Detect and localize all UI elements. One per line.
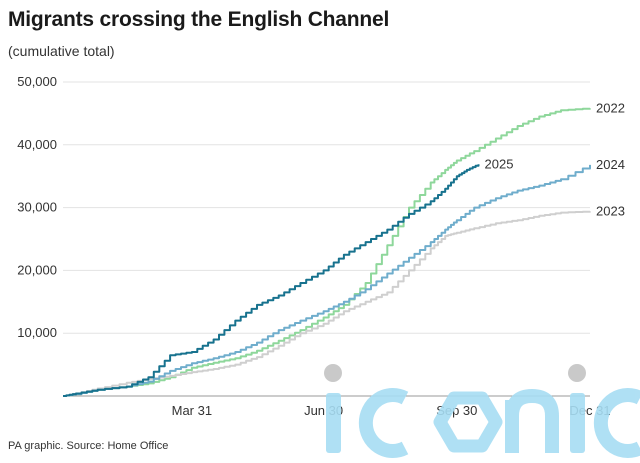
series-line-2022 bbox=[63, 107, 591, 397]
watermark-letter bbox=[433, 391, 503, 453]
series-labels: 2022 2023 2024 2025 bbox=[485, 100, 625, 218]
x-tick-label: Mar 31 bbox=[172, 403, 212, 418]
series-label-2024: 2024 bbox=[596, 157, 625, 172]
watermark-letter bbox=[593, 388, 640, 458]
watermark-dot bbox=[324, 364, 342, 382]
source-footer: PA graphic. Source: Home Office bbox=[8, 440, 169, 452]
y-tick-label: 50,000 bbox=[17, 74, 57, 89]
watermark-letter bbox=[358, 388, 409, 458]
gridlines bbox=[63, 81, 590, 397]
y-tick-label: 30,000 bbox=[17, 200, 57, 215]
watermark-letter bbox=[570, 393, 585, 453]
y-tick-label: 10,000 bbox=[17, 325, 57, 340]
y-tick-label: 20,000 bbox=[17, 262, 57, 277]
series-label-2025: 2025 bbox=[485, 156, 514, 171]
series-lines bbox=[63, 107, 591, 397]
chart-subtitle: (cumulative total) bbox=[8, 43, 115, 59]
watermark-dot bbox=[568, 364, 586, 382]
series-line-2025 bbox=[63, 164, 480, 397]
chart-title: Migrants crossing the English Channel bbox=[8, 8, 390, 31]
y-axis-tick-labels: 10,000 20,000 30,000 40,000 50,000 bbox=[17, 74, 57, 340]
series-label-2023: 2023 bbox=[596, 203, 625, 218]
watermark-letter bbox=[505, 388, 559, 453]
iconic-watermark bbox=[324, 364, 640, 458]
watermark-letter bbox=[326, 393, 341, 453]
series-line-2024 bbox=[63, 164, 591, 397]
y-tick-label: 40,000 bbox=[17, 137, 57, 152]
series-label-2022: 2022 bbox=[596, 100, 625, 115]
